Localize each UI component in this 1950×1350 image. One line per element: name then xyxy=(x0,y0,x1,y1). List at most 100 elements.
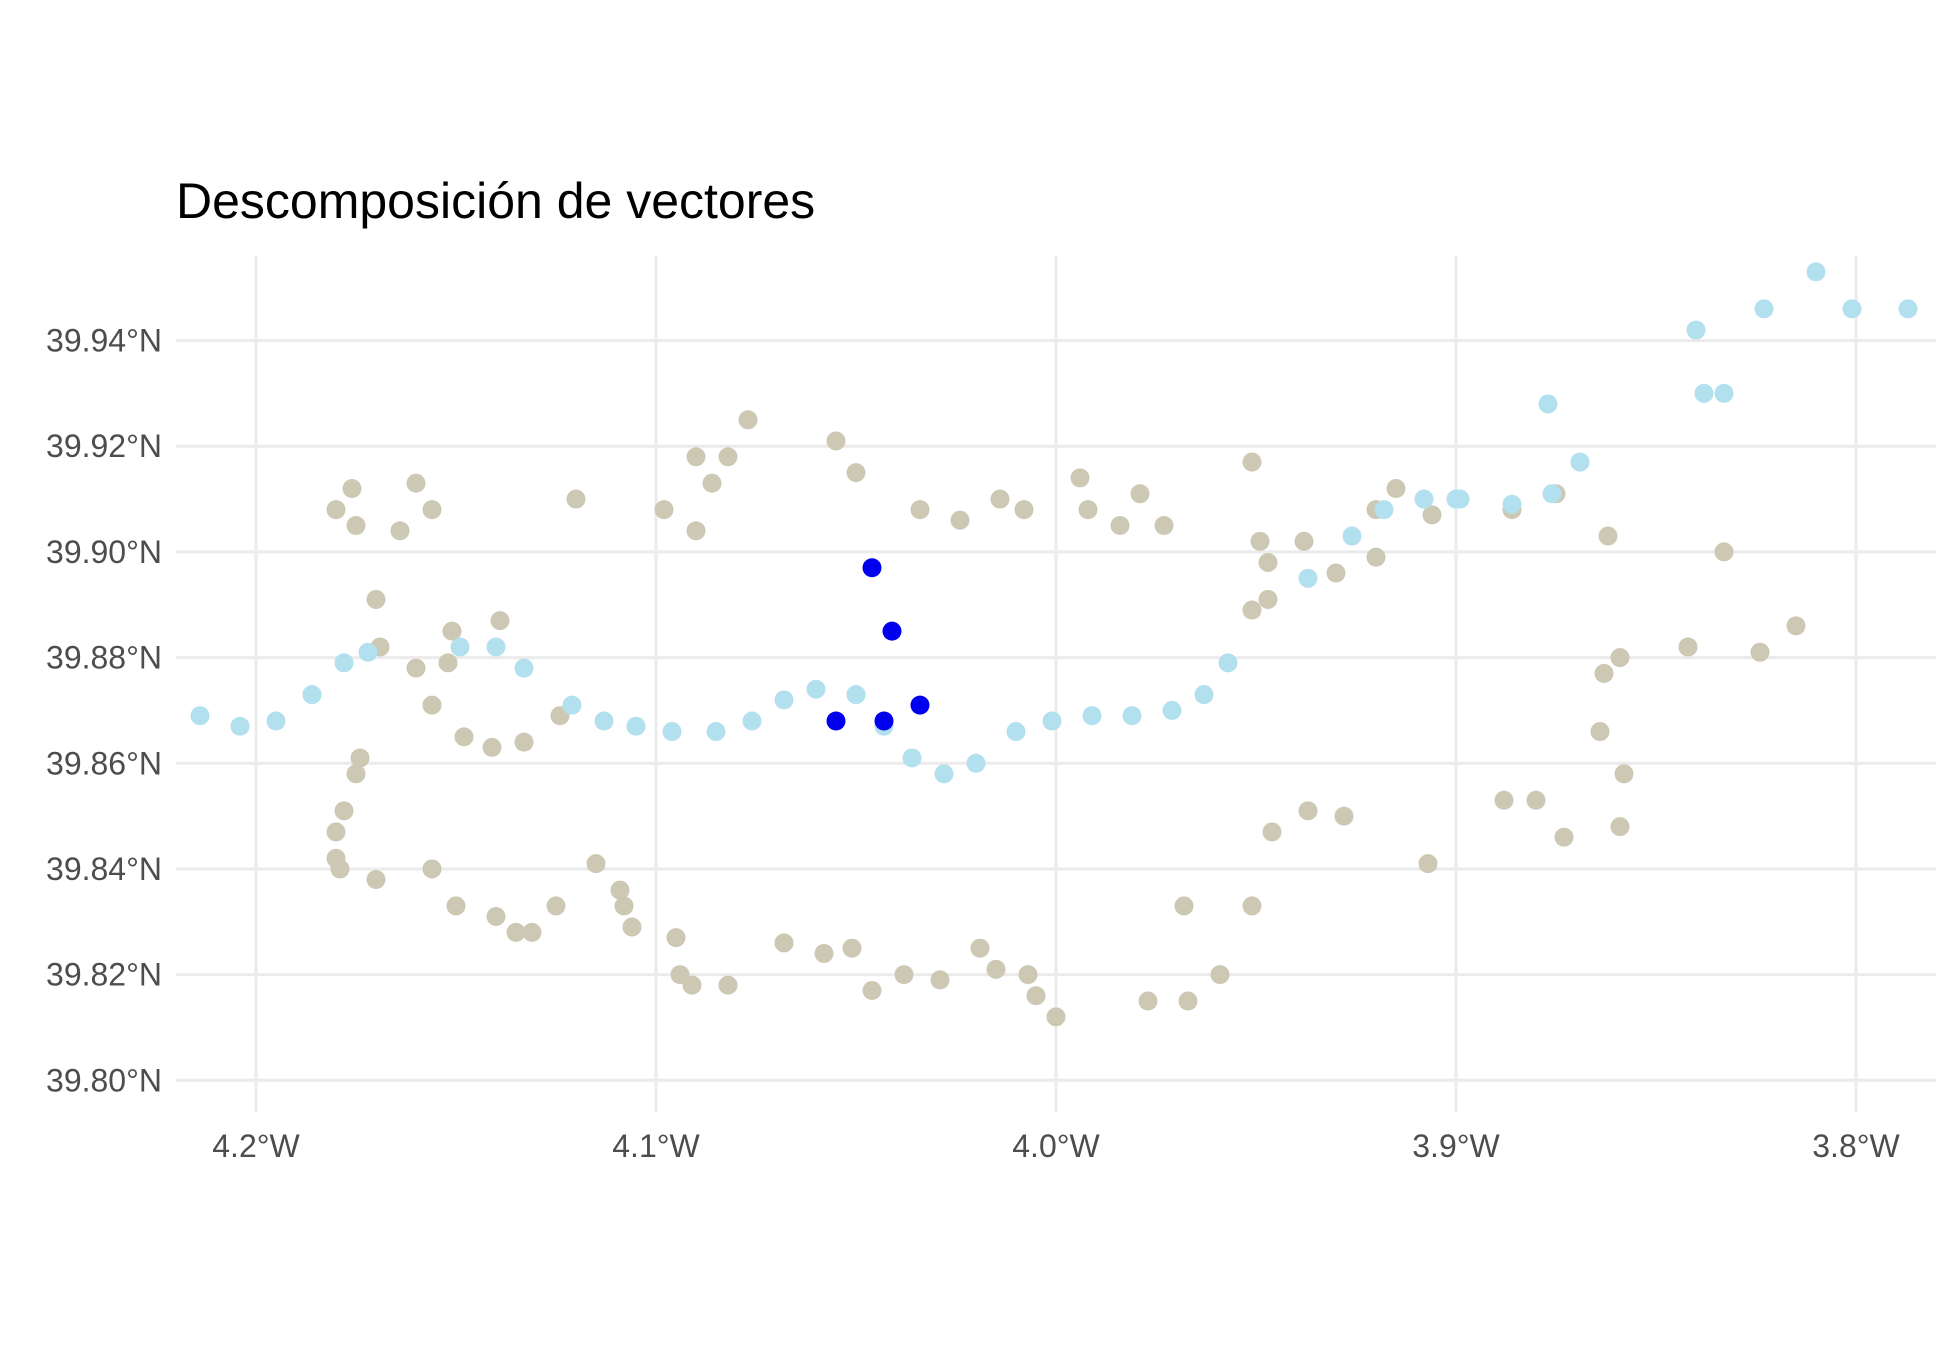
map-point xyxy=(826,431,846,451)
map-point xyxy=(406,473,426,493)
map-point xyxy=(1082,706,1102,726)
map-point xyxy=(1570,452,1590,472)
map-point xyxy=(614,896,634,916)
map-point xyxy=(970,938,990,958)
map-point xyxy=(1450,489,1470,509)
y-tick-label: 39.86°N xyxy=(46,745,162,781)
map-point xyxy=(1042,711,1062,731)
map-point xyxy=(1334,806,1354,826)
map-point xyxy=(1110,515,1130,535)
map-point xyxy=(562,695,582,715)
map-point xyxy=(1502,494,1522,514)
map-point xyxy=(862,980,882,1000)
map-point xyxy=(846,685,866,705)
map-point xyxy=(806,679,826,699)
map-point xyxy=(966,753,986,773)
map-point xyxy=(422,859,442,879)
map-point xyxy=(514,732,534,752)
map-point xyxy=(1014,500,1034,520)
map-point xyxy=(390,521,410,541)
y-tick-label: 39.94°N xyxy=(46,323,162,359)
map-point xyxy=(330,859,350,879)
map-point xyxy=(334,801,354,821)
map-point xyxy=(366,870,386,890)
map-point xyxy=(1806,262,1826,282)
map-point xyxy=(1366,547,1386,567)
map-point xyxy=(882,621,902,641)
map-point xyxy=(486,906,506,926)
map-point xyxy=(742,711,762,731)
map-point xyxy=(366,589,386,609)
map-point xyxy=(1326,563,1346,583)
map-point xyxy=(1250,531,1270,551)
map-point xyxy=(546,896,566,916)
map-point xyxy=(1494,790,1514,810)
map-point xyxy=(454,727,474,747)
map-point xyxy=(334,653,354,673)
map-point xyxy=(190,706,210,726)
map-point xyxy=(1386,478,1406,498)
map-point xyxy=(1754,299,1774,319)
map-point xyxy=(842,938,862,958)
map-point xyxy=(1590,722,1610,742)
map-point xyxy=(846,463,866,483)
map-point xyxy=(450,637,470,657)
map-point xyxy=(702,473,722,493)
map-point xyxy=(482,737,502,757)
map-point xyxy=(1122,706,1142,726)
map-point xyxy=(1262,822,1282,842)
map-point xyxy=(1298,801,1318,821)
map-point xyxy=(1418,854,1438,874)
map-point xyxy=(446,896,466,916)
map-point xyxy=(1162,700,1182,720)
chart-title: Descomposición de vectores xyxy=(176,173,816,229)
map-point xyxy=(1138,991,1158,1011)
x-tick-label: 4.2°W xyxy=(212,1128,300,1164)
x-tick-label: 4.1°W xyxy=(612,1128,700,1164)
map-point xyxy=(1374,500,1394,520)
map-point xyxy=(566,489,586,509)
grid-layer xyxy=(176,256,1936,1112)
map-point xyxy=(814,943,834,963)
map-point xyxy=(302,685,322,705)
map-point xyxy=(442,621,462,641)
tick-labels-layer: 39.80°N 39.82°N 39.84°N 39.86°N 39.88°N 39.90… xyxy=(46,323,1901,1164)
map-point xyxy=(326,822,346,842)
map-point xyxy=(626,716,646,736)
map-point xyxy=(1542,484,1562,504)
map-point xyxy=(346,764,366,784)
map-point xyxy=(1610,817,1630,837)
map-point xyxy=(1242,896,1262,916)
map-point xyxy=(1678,637,1698,657)
map-point xyxy=(1298,568,1318,588)
map-point xyxy=(1130,484,1150,504)
map-point xyxy=(506,922,526,942)
map-point xyxy=(1898,299,1918,319)
map-point xyxy=(1046,1007,1066,1027)
map-point xyxy=(1258,552,1278,572)
map-point xyxy=(1154,515,1174,535)
map-point xyxy=(1174,896,1194,916)
map-point xyxy=(990,489,1010,509)
map-point xyxy=(1218,653,1238,673)
map-point xyxy=(1610,648,1630,668)
map-point xyxy=(406,658,426,678)
map-point xyxy=(686,521,706,541)
map-point xyxy=(1294,531,1314,551)
map-point xyxy=(738,410,758,430)
map-point xyxy=(422,500,442,520)
map-point xyxy=(1554,827,1574,847)
map-point xyxy=(894,965,914,985)
map-point xyxy=(326,500,346,520)
map-point xyxy=(1526,790,1546,810)
map-point xyxy=(826,711,846,731)
map-point xyxy=(1026,986,1046,1006)
map-point xyxy=(1210,965,1230,985)
map-point xyxy=(622,917,642,937)
map-point xyxy=(1194,685,1214,705)
map-point xyxy=(610,880,630,900)
y-tick-label: 39.82°N xyxy=(46,957,162,993)
map-point xyxy=(1538,394,1558,414)
map-point xyxy=(346,515,366,535)
